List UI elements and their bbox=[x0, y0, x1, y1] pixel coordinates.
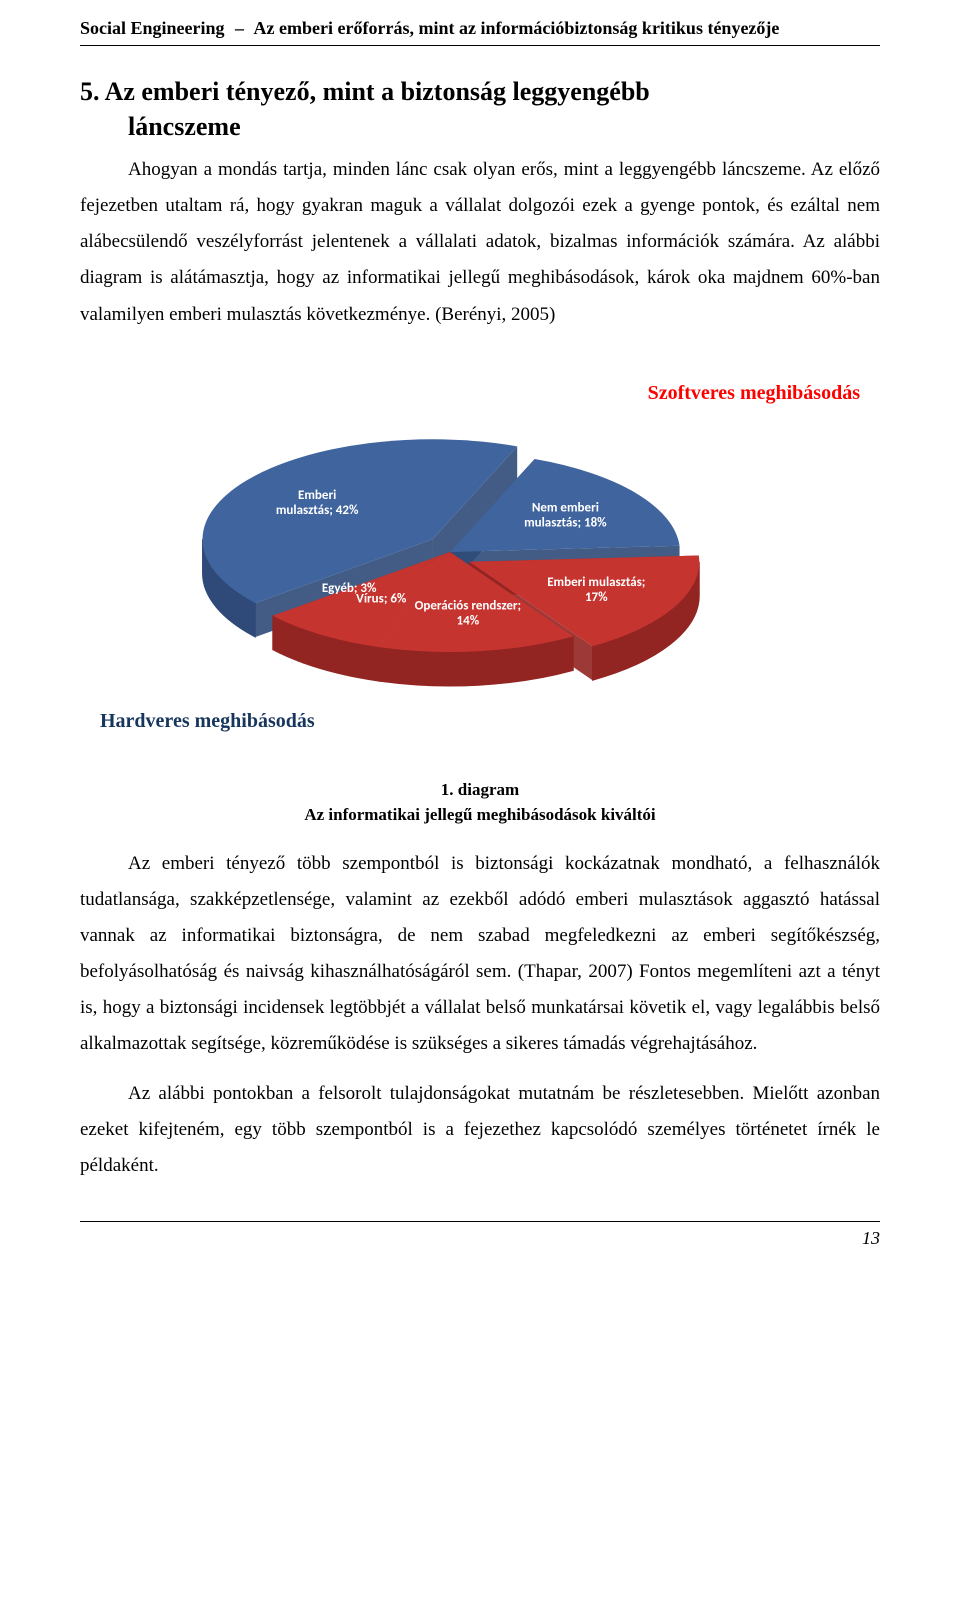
svg-text:Hardveres meghibásodás: Hardveres meghibásodás bbox=[100, 710, 315, 732]
paragraph-1: Ahogyan a mondás tartja, minden lánc csa… bbox=[80, 152, 880, 332]
caption-line1: 1. diagram bbox=[441, 780, 519, 799]
pie-chart: Emberimulasztás; 42%Nem emberimulasztás;… bbox=[80, 357, 880, 757]
page-number: 13 bbox=[862, 1228, 880, 1248]
page: Social Engineering – Az emberi erőforrás… bbox=[0, 0, 960, 1279]
paragraph-2: Az emberi tényező több szempontból is bi… bbox=[80, 846, 880, 1063]
running-header: Social Engineering – Az emberi erőforrás… bbox=[80, 18, 880, 46]
svg-text:Egyéb; 3%: Egyéb; 3% bbox=[322, 580, 377, 595]
section-heading-line2: láncszeme bbox=[80, 109, 880, 144]
pie-chart-svg: Emberimulasztás; 42%Nem emberimulasztás;… bbox=[90, 357, 870, 757]
svg-text:Nem emberimulasztás; 18%: Nem emberimulasztás; 18% bbox=[524, 500, 607, 530]
svg-text:Szoftveres meghibásodás: Szoftveres meghibásodás bbox=[648, 382, 861, 404]
section-heading: 5. Az emberi tényező, mint a biztonság l… bbox=[80, 74, 880, 144]
page-footer: 13 bbox=[80, 1221, 880, 1249]
paragraph-3: Az alábbi pontokban a felsorolt tulajdon… bbox=[80, 1076, 880, 1184]
header-left: Social Engineering bbox=[80, 18, 225, 38]
header-separator: – bbox=[229, 18, 250, 38]
caption-line2: Az informatikai jellegű meghibásodások k… bbox=[304, 805, 655, 824]
figure-caption: 1. diagram Az informatikai jellegű meghi… bbox=[80, 777, 880, 828]
section-heading-line1: 5. Az emberi tényező, mint a biztonság l… bbox=[80, 77, 650, 106]
header-right: Az emberi erőforrás, mint az információb… bbox=[254, 18, 780, 38]
